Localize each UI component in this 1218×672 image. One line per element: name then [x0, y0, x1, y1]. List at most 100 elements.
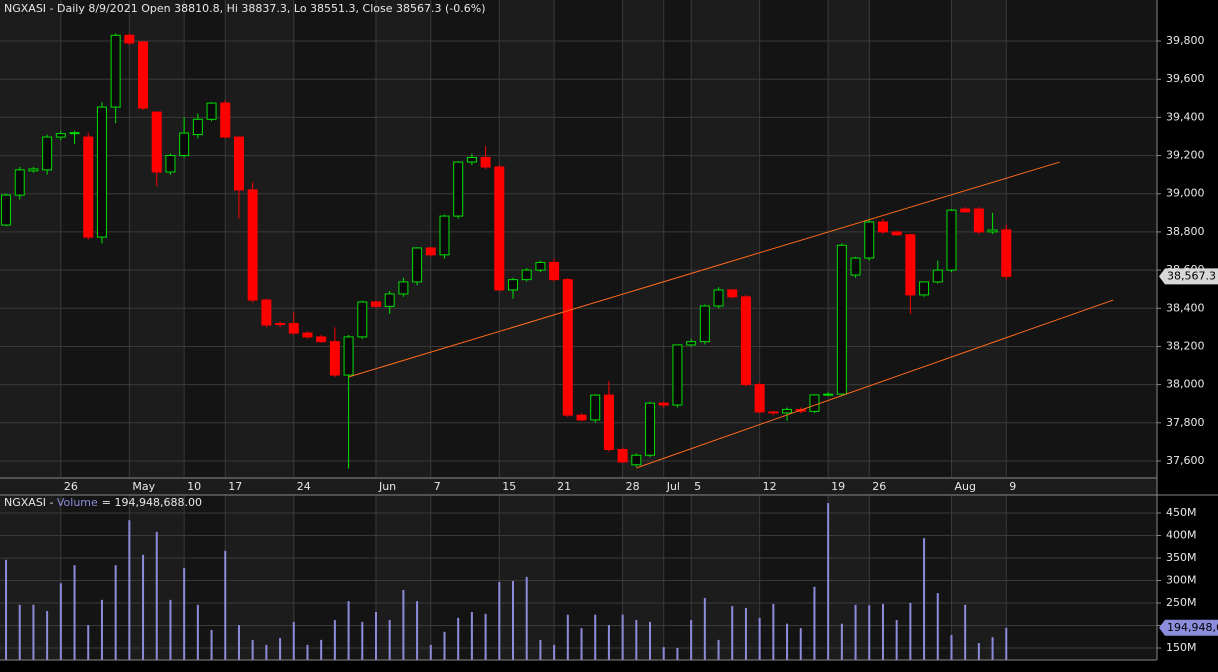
candle-body [28, 168, 39, 172]
volume-bar [169, 599, 172, 660]
candle-body [96, 106, 107, 238]
volume-bar [1005, 627, 1008, 660]
last-price-label: 38,567.3 [1167, 269, 1216, 282]
volume-bar [306, 644, 309, 660]
background-band [60, 495, 130, 660]
candle-body [535, 261, 546, 271]
candle-body [343, 336, 354, 376]
volume-bar [183, 567, 186, 660]
candle-body [466, 156, 477, 163]
y-tick-label: 38,000 [1166, 378, 1205, 391]
volume-bar [429, 644, 432, 660]
background-band [293, 0, 376, 477]
candle-body [165, 155, 176, 173]
candle-body [549, 261, 560, 281]
volume-bar [703, 598, 706, 660]
volume-bar [210, 629, 213, 660]
candle-body [151, 111, 162, 173]
volume-bar [840, 623, 843, 660]
volume-bar [347, 601, 350, 660]
volume-bar [443, 631, 446, 660]
x-tick-label: 15 [502, 480, 516, 493]
volume-bar [621, 614, 624, 660]
candle-body [891, 231, 902, 236]
volume-bar [73, 565, 76, 660]
volume-bar [470, 611, 473, 660]
volume-title-prefix: NGXASI - [4, 496, 54, 509]
candle-body [55, 133, 66, 138]
x-tick-label: 24 [297, 480, 311, 493]
volume-bar [100, 599, 103, 660]
x-tick-label: 9 [1009, 480, 1016, 493]
candle-body [919, 281, 930, 296]
volume-bar [553, 644, 556, 660]
candle-body [960, 208, 971, 213]
candle-body [699, 305, 710, 343]
volume-bar [155, 531, 158, 660]
y-tick-label: 39,800 [1166, 34, 1205, 47]
last-volume-label: 194,948,688 [1167, 621, 1218, 634]
background-band [663, 495, 692, 660]
volume-bar [320, 639, 323, 660]
candle-body [672, 344, 683, 406]
y-tick-label: 38,400 [1166, 301, 1205, 314]
volume-bar [498, 581, 501, 660]
candle-body [809, 394, 820, 412]
y-tick-label: 39,600 [1166, 72, 1205, 85]
candle-body [877, 221, 888, 233]
candle-body [987, 229, 998, 233]
candle-body [864, 221, 875, 259]
candle-body [69, 132, 80, 135]
x-tick-label: 26 [872, 480, 886, 493]
background-band [554, 495, 623, 660]
background-band [759, 495, 829, 660]
axis-background [1157, 0, 1218, 672]
candle-body [480, 156, 491, 168]
x-tick-label: May [132, 480, 155, 493]
volume-bar [5, 559, 8, 660]
volume-bar [416, 601, 419, 660]
x-tick-label: 10 [187, 480, 201, 493]
volume-bar [484, 613, 487, 660]
volume-bar [799, 628, 802, 660]
candle-body [905, 234, 916, 296]
candle-body [425, 247, 436, 256]
y-tick-label: 400M [1166, 528, 1197, 541]
candle-body [247, 189, 258, 301]
candle-body [453, 161, 464, 217]
candle-body [288, 323, 299, 334]
volume-bar [265, 644, 268, 660]
volume-bar [881, 603, 884, 660]
candle-body [617, 449, 628, 463]
candle-body [590, 394, 601, 421]
volume-title: NGXASI - Volume = 194,948,688.00 [4, 496, 202, 509]
volume-bar [525, 576, 528, 660]
candle-body [713, 289, 724, 307]
candle-body [370, 301, 381, 307]
y-tick-label: 150M [1166, 641, 1197, 654]
x-tick-label: 5 [694, 480, 701, 493]
background-band [1006, 495, 1157, 660]
volume-title-value: = 194,948,688.00 [102, 496, 202, 509]
volume-bar [950, 634, 953, 660]
last-volume-marker [1159, 619, 1218, 636]
x-tick-label: Jun [378, 480, 396, 493]
volume-bar [772, 603, 775, 660]
volume-bar [813, 586, 816, 660]
volume-bar [333, 620, 336, 660]
candle-body [727, 289, 738, 298]
y-tick-label: 39,000 [1166, 187, 1205, 200]
candle-body [782, 408, 793, 414]
y-tick-label: 350M [1166, 551, 1197, 564]
volume-title-series: Volume [57, 496, 98, 509]
volume-bar [758, 617, 761, 660]
candle-body [631, 454, 642, 466]
candle-body [179, 132, 190, 157]
volume-bar [690, 620, 693, 660]
candle-body [357, 301, 368, 338]
candle-body [138, 41, 149, 109]
price-title: NGXASI - Daily 8/9/2021 Open 38810.8, Hi… [4, 2, 485, 15]
candle-body [494, 166, 505, 291]
background-band [1006, 0, 1157, 477]
